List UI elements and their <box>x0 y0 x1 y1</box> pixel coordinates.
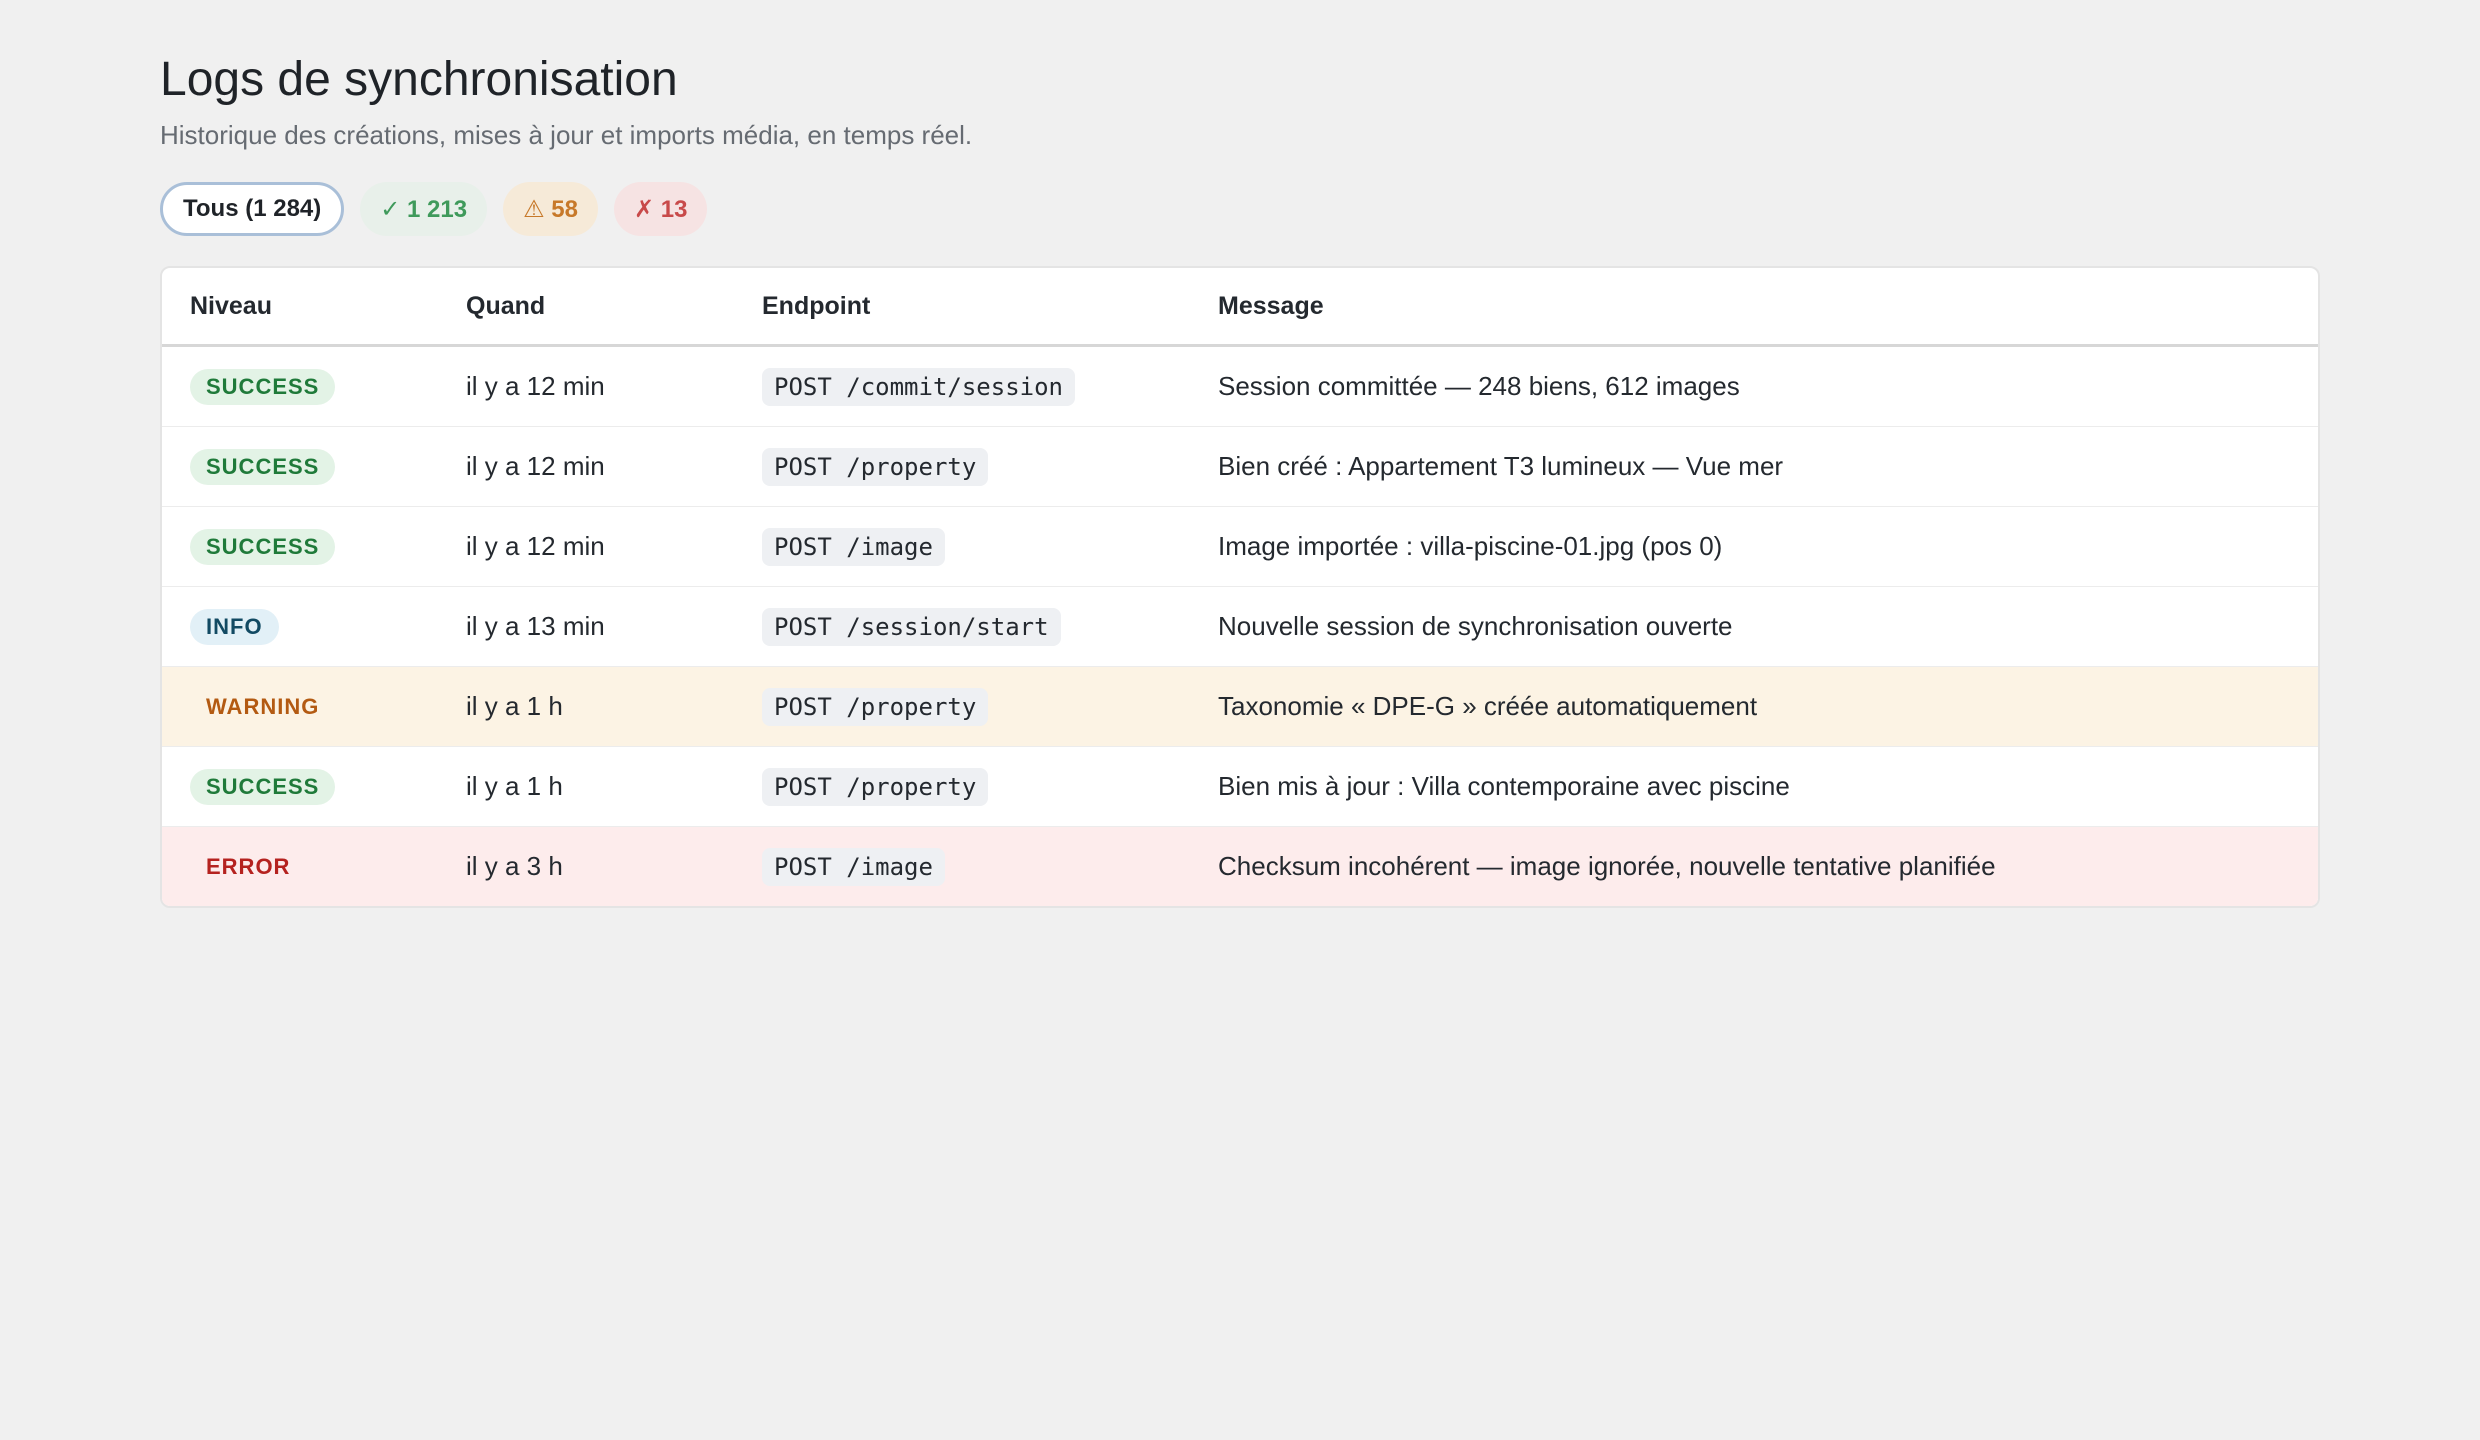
message-cell: Session committée — 248 biens, 612 image… <box>1190 345 2318 427</box>
level-badge: WARNING <box>206 693 320 719</box>
level-cell: INFO <box>162 586 438 667</box>
filter-all-button[interactable]: Tous (1 284) <box>160 182 345 236</box>
message-cell: Checksum incohérent — image ignorée, nou… <box>1190 826 2318 906</box>
filter-warning-button[interactable]: ⚠ 58 <box>503 182 598 236</box>
endpoint-cell: POST /property <box>734 426 1190 507</box>
endpoint-code: POST /commit/session <box>762 368 1075 406</box>
endpoint-code: POST /session/start <box>762 608 1061 646</box>
when-cell: il y a 12 min <box>438 345 734 427</box>
endpoint-code: POST /property <box>762 688 989 726</box>
level-badge: SUCCESS <box>190 528 336 565</box>
endpoint-code: POST /image <box>762 528 945 566</box>
message-cell: Taxonomie « DPE-G » créée automatiquemen… <box>1190 666 2318 747</box>
table-row: SUCCESS il y a 12 min POST /image Image … <box>162 506 2318 587</box>
endpoint-cell: POST /image <box>734 506 1190 587</box>
message-cell: Bien créé : Appartement T3 lumineux — Vu… <box>1190 426 2318 507</box>
level-cell: ERROR <box>162 826 438 906</box>
when-cell: il y a 1 h <box>438 746 734 827</box>
level-badge: ERROR <box>206 853 291 879</box>
endpoint-cell: POST /property <box>734 746 1190 827</box>
filter-bar: Tous (1 284) ✓ 1 213 ⚠ 58 ✗ 13 <box>160 182 2320 236</box>
table-row: WARNING il y a 1 h POST /property Taxono… <box>162 666 2318 747</box>
level-badge: SUCCESS <box>190 768 336 805</box>
level-badge: INFO <box>190 608 279 645</box>
page: Logs de synchronisation Historique des c… <box>160 50 2320 908</box>
level-cell: SUCCESS <box>162 506 438 587</box>
logs-table: Niveau Quand Endpoint Message SUCCESS il… <box>162 268 2318 906</box>
table-row: SUCCESS il y a 12 min POST /property Bie… <box>162 426 2318 507</box>
column-header-message: Message <box>1190 268 2318 347</box>
filter-success-button[interactable]: ✓ 1 213 <box>360 182 488 236</box>
endpoint-code: POST /property <box>762 768 989 806</box>
column-header-endpoint: Endpoint <box>734 268 1190 347</box>
page-subtitle: Historique des créations, mises à jour e… <box>160 120 973 150</box>
message-cell: Bien mis à jour : Villa contemporaine av… <box>1190 746 2318 827</box>
table-row: SUCCESS il y a 1 h POST /property Bien m… <box>162 746 2318 827</box>
level-badge: SUCCESS <box>190 448 336 485</box>
endpoint-code: POST /image <box>762 848 945 886</box>
endpoint-cell: POST /commit/session <box>734 345 1190 427</box>
endpoint-cell: POST /property <box>734 666 1190 747</box>
when-cell: il y a 3 h <box>438 826 734 906</box>
when-cell: il y a 12 min <box>438 426 734 507</box>
when-cell: il y a 13 min <box>438 586 734 667</box>
endpoint-cell: POST /image <box>734 826 1190 906</box>
level-cell: WARNING <box>162 666 438 747</box>
table-row: INFO il y a 13 min POST /session/start N… <box>162 586 2318 667</box>
when-cell: il y a 1 h <box>438 666 734 747</box>
endpoint-code: POST /property <box>762 448 989 486</box>
level-cell: SUCCESS <box>162 345 438 427</box>
endpoint-cell: POST /session/start <box>734 586 1190 667</box>
level-cell: SUCCESS <box>162 426 438 507</box>
table-row: ERROR il y a 3 h POST /image Checksum in… <box>162 826 2318 906</box>
message-cell: Image importée : villa-piscine-01.jpg (p… <box>1190 506 2318 587</box>
message-cell: Nouvelle session de synchronisation ouve… <box>1190 586 2318 667</box>
column-header-level: Niveau <box>162 268 438 347</box>
table-header-row: Niveau Quand Endpoint Message <box>162 268 2318 347</box>
level-badge: SUCCESS <box>190 368 336 405</box>
filter-error-button[interactable]: ✗ 13 <box>614 182 708 236</box>
level-cell: SUCCESS <box>162 746 438 827</box>
column-header-when: Quand <box>438 268 734 347</box>
table-row: SUCCESS il y a 12 min POST /commit/sessi… <box>162 345 2318 427</box>
when-cell: il y a 12 min <box>438 506 734 587</box>
page-title: Logs de synchronisation <box>160 53 678 106</box>
logs-table-card: Niveau Quand Endpoint Message SUCCESS il… <box>160 266 2320 908</box>
